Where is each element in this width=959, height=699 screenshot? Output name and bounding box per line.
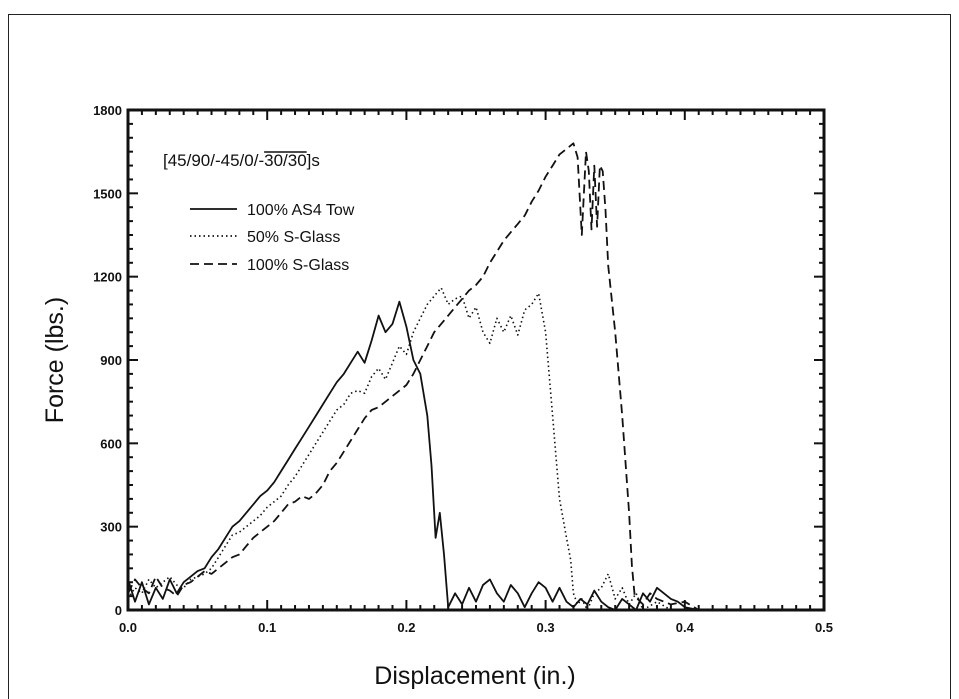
legend: 100% AS4 Tow 50% S-Glass 100% S-Glass: [190, 202, 355, 274]
y-tick-label: 0: [115, 603, 122, 618]
y-tick-label: 1800: [93, 103, 122, 118]
series-line-0: [127, 300, 699, 611]
y-tick-label: 600: [100, 436, 122, 451]
legend-label-100-s-glass: 100% S-Glass: [247, 257, 349, 274]
legend-label-50-s-glass: 50% S-Glass: [247, 229, 340, 246]
x-tick-label: 0.1: [258, 620, 276, 635]
layup-annotation-suffix: ]s: [307, 151, 320, 170]
x-tick-label: 0.4: [676, 620, 695, 635]
series-layer: [127, 142, 700, 611]
x-tick-label: 0.0: [119, 620, 137, 635]
x-tick-label: 0.3: [537, 620, 555, 635]
legend-label-as4-tow: 100% AS4 Tow: [247, 202, 355, 219]
x-tick-label: 0.2: [397, 620, 415, 635]
y-tick-label: 900: [100, 353, 122, 368]
layup-annotation-prefix: [45/90/-45/0/-: [163, 151, 264, 170]
series-line-2: [127, 142, 700, 611]
figure-frame: [8, 14, 951, 699]
y-tick-label: 1200: [93, 270, 122, 285]
y-tick-label: 1500: [93, 186, 122, 201]
x-tick-label: 0.5: [815, 620, 833, 635]
x-axis-title: Displacement (in.): [374, 662, 575, 690]
layup-annotation-overlined: 30/30: [264, 151, 307, 170]
axis-ticks: [127, 109, 825, 611]
x-tick-labels: 0.0 0.1 0.2 0.3 0.4 0.5: [119, 620, 833, 635]
y-axis-title: Force (lbs.): [41, 297, 69, 423]
y-tick-labels: 0 300 600 900 1200 1500 1800: [93, 103, 122, 618]
y-tick-label: 300: [100, 520, 122, 535]
layup-annotation: [45/90/-45/0/-30/30]s: [163, 151, 320, 170]
